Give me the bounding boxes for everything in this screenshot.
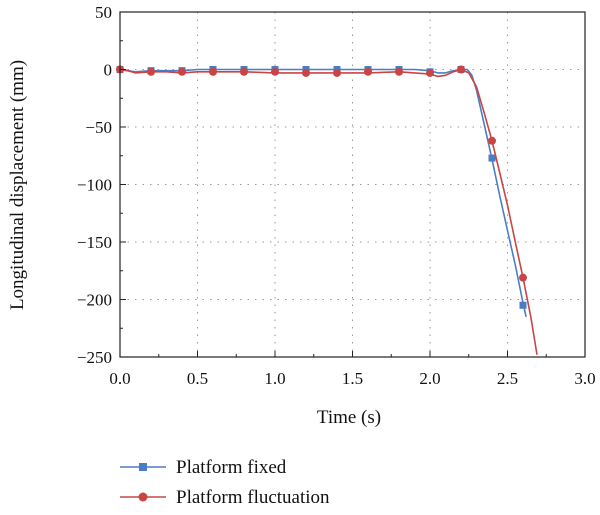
y-tick-label: −200 bbox=[77, 291, 112, 310]
data-point-platform-fluctuation bbox=[240, 67, 248, 76]
x-tick-label: 1.5 bbox=[342, 369, 363, 388]
data-point-platform-fluctuation bbox=[271, 67, 279, 76]
y-tick-label: −150 bbox=[77, 233, 112, 252]
data-point-platform-fluctuation bbox=[395, 67, 403, 76]
data-point-platform-fluctuation bbox=[209, 67, 217, 76]
y-tick-label: −50 bbox=[85, 118, 112, 137]
x-tick-label: 0.0 bbox=[109, 369, 130, 388]
x-axis: 0.0 0.5 1.0 1.5 2.0 2.5 3.0 bbox=[109, 351, 596, 388]
series-line-platform-fixed bbox=[119, 68, 527, 317]
legend-marker-square bbox=[139, 463, 147, 471]
data-point-platform-fluctuation bbox=[178, 67, 186, 76]
x-tick-label: 3.0 bbox=[574, 369, 595, 388]
y-tick-label: 50 bbox=[95, 3, 112, 22]
legend-label-platform-fluctuation: Platform fluctuation bbox=[176, 487, 330, 508]
data-point-platform-fluctuation bbox=[147, 67, 155, 76]
legend: Platform fixed Platform fluctuation bbox=[120, 457, 330, 508]
legend-item-platform-fluctuation: Platform fluctuation bbox=[120, 487, 330, 508]
x-tick-label: 1.0 bbox=[264, 369, 285, 388]
x-axis-title: Time (s) bbox=[317, 407, 381, 428]
data-point-platform-fluctuation bbox=[426, 68, 434, 77]
grid bbox=[120, 12, 585, 357]
x-tick-label: 2.0 bbox=[419, 369, 440, 388]
x-tick-label: 2.5 bbox=[497, 369, 518, 388]
data-point-platform-fluctuation bbox=[457, 65, 465, 74]
data-point-platform-fluctuation bbox=[488, 136, 496, 145]
legend-marker-circle bbox=[138, 492, 148, 502]
y-axis: 50 0 −50 −100 −150 −200 −250 bbox=[77, 3, 126, 367]
data-point-platform-fluctuation bbox=[519, 273, 527, 282]
x-tick-label: 0.5 bbox=[187, 369, 208, 388]
legend-label-platform-fixed: Platform fixed bbox=[176, 457, 287, 478]
y-tick-label: −250 bbox=[77, 348, 112, 367]
data-point-platform-fluctuation bbox=[364, 67, 372, 76]
series-platform-fixed bbox=[116, 66, 527, 317]
series-platform-fluctuation bbox=[116, 65, 538, 355]
data-point-platform-fluctuation bbox=[333, 68, 341, 77]
series-line-platform-fluctuation bbox=[119, 68, 538, 355]
y-tick-label: −100 bbox=[77, 176, 112, 195]
data-point-platform-fixed bbox=[488, 154, 496, 162]
data-point-platform-fixed bbox=[519, 301, 527, 309]
data-point-platform-fluctuation bbox=[302, 68, 310, 77]
legend-item-platform-fixed: Platform fixed bbox=[120, 457, 287, 478]
series-layer bbox=[116, 65, 538, 355]
y-tick-label: 0 bbox=[104, 61, 113, 80]
y-axis-title: Longitudinal displacement (mm) bbox=[7, 60, 28, 310]
